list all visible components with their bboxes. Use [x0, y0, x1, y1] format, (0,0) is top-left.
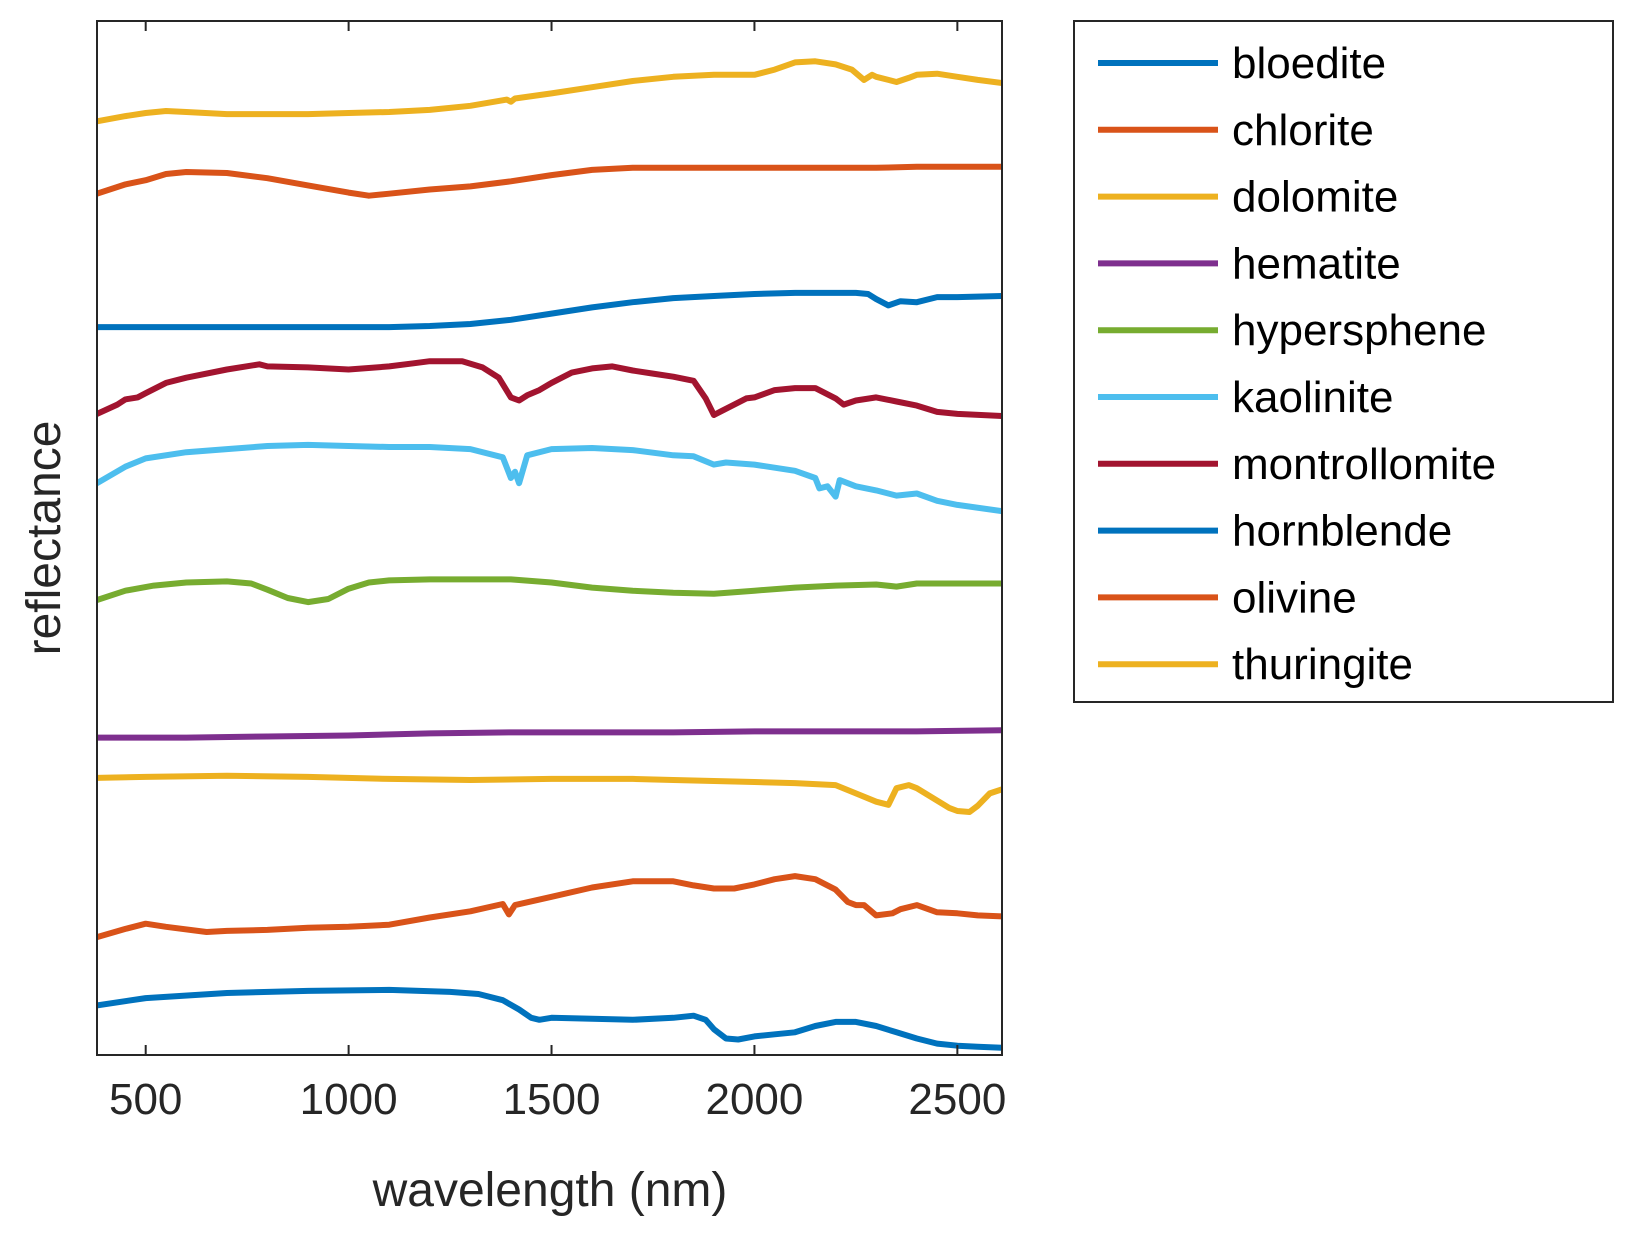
legend-label-chlorite: chlorite	[1232, 106, 1374, 155]
legend-label-hematite: hematite	[1232, 239, 1401, 288]
plot-frame	[96, 20, 1003, 1056]
series-line-hypersphene	[97, 576, 1002, 606]
legend-label-montrollomite: montrollomite	[1232, 440, 1496, 489]
x-tick-label-2000: 2000	[705, 1075, 803, 1124]
x-axis-label: wavelength (nm)	[372, 1164, 728, 1217]
series-line-montrollomite	[97, 358, 1002, 419]
legend-label-olivine: olivine	[1232, 573, 1357, 622]
legend-label-hornblende: hornblende	[1232, 507, 1452, 556]
legend-items: bloedite chlorite dolomite hematite hypersph…	[1098, 39, 1496, 689]
x-tick-label-1500: 1500	[503, 1075, 601, 1124]
legend-label-dolomite: dolomite	[1232, 173, 1398, 222]
series-line-kaolinite	[97, 441, 1002, 515]
legend: bloedite chlorite dolomite hematite hypersph…	[1073, 20, 1614, 703]
x-tick-label-1000: 1000	[300, 1075, 398, 1124]
legend-label-bloedite: bloedite	[1232, 39, 1386, 88]
legend-label-kaolinite: kaolinite	[1232, 373, 1393, 422]
series-line-dolomite	[97, 772, 1002, 815]
legend-box	[1073, 20, 1614, 703]
series-line-olivine	[97, 163, 1002, 199]
series-line-thuringite	[97, 58, 1002, 125]
series-line-hematite	[97, 727, 1002, 741]
plot-lines	[97, 58, 1002, 1051]
y-axis-label: reflectance	[18, 421, 71, 656]
series-line-chlorite	[97, 873, 1002, 941]
x-tick-label-2500: 2500	[908, 1075, 1006, 1124]
x-axis-ticks: 500 1000 1500 2000 2500	[109, 21, 1006, 1124]
legend-label-hypersphene: hypersphene	[1232, 306, 1486, 355]
legend-label-thuringite: thuringite	[1232, 640, 1413, 689]
x-tick-label-500: 500	[109, 1075, 182, 1124]
series-line-hornblende	[97, 289, 1002, 331]
series-line-bloedite	[97, 986, 1002, 1051]
